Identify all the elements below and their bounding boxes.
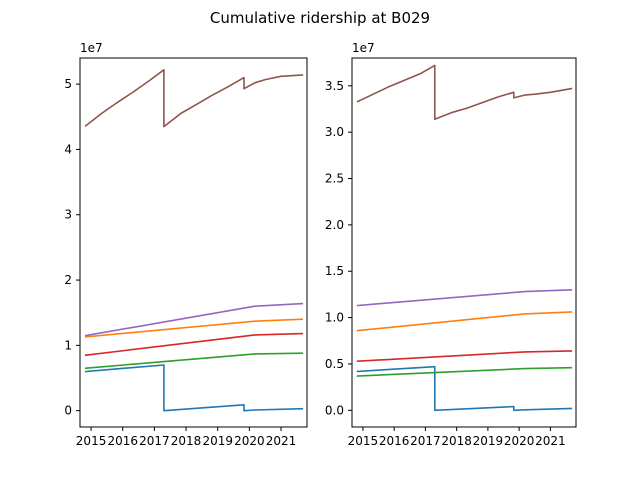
y-tick-label: 3.5 [325, 79, 344, 93]
axes-frame [351, 57, 577, 428]
y-tick-label: 3 [64, 208, 72, 222]
series-line-3 [356, 366, 573, 377]
x-tick-label: 2017 [410, 434, 441, 448]
x-tick-label: 2019 [202, 434, 233, 448]
y-tick-label: 1 [64, 338, 72, 352]
y-tick-label: 0.0 [325, 403, 344, 417]
x-tick-label: 2017 [139, 434, 170, 448]
x-tick-label: 2020 [234, 434, 265, 448]
y-tick-label: 5 [64, 77, 72, 91]
series-line-4 [84, 332, 304, 357]
x-tick-label: 2015 [76, 434, 107, 448]
y-tick-label: 3.0 [325, 125, 344, 139]
x-tick-label: 2015 [348, 434, 379, 448]
y-tick-label: 1.5 [325, 264, 344, 278]
series-line-2 [84, 318, 304, 338]
x-tick-label: 2018 [171, 434, 202, 448]
series-line-6 [356, 64, 573, 120]
right-subplot: 2015 2016 2017 2018 2019 2020 2021 0.0 0.5 1.0 1.5… [325, 41, 577, 448]
left-subplot: 2015 2016 2017 2018 2019 2020 2021 0 1 2 3 4 5 1e7 [64, 41, 308, 448]
y-tick-label: 2.0 [325, 218, 344, 232]
y-tick-label: 4 [64, 142, 72, 156]
y-tick-label: 0.5 [325, 357, 344, 371]
series-line-3 [84, 352, 304, 370]
x-tick-label: 2016 [107, 434, 138, 448]
series-line-4 [356, 350, 573, 363]
y-tick-label: 2 [64, 273, 72, 287]
x-tick-label: 2016 [379, 434, 410, 448]
series-line-1 [356, 365, 573, 412]
series-line-5 [356, 288, 573, 307]
series-line-2 [356, 311, 573, 332]
y-tick-label: 2.5 [325, 172, 344, 186]
y-tick-label: 1.0 [325, 311, 344, 325]
x-tick-label: 2021 [535, 434, 566, 448]
series-line-5 [84, 302, 304, 337]
x-tick-label: 2021 [266, 434, 297, 448]
x-tick-label: 2018 [441, 434, 472, 448]
series-line-6 [84, 69, 304, 128]
x-tick-label: 2019 [473, 434, 504, 448]
y-tick-label: 0 [64, 404, 72, 418]
y-offset-label: 1e7 [352, 41, 375, 55]
axes-frame [79, 57, 308, 428]
y-offset-label: 1e7 [80, 41, 103, 55]
series-line-1 [84, 364, 304, 412]
x-tick-label: 2020 [504, 434, 535, 448]
chart-title: Cumulative ridership at B029 [210, 9, 430, 27]
